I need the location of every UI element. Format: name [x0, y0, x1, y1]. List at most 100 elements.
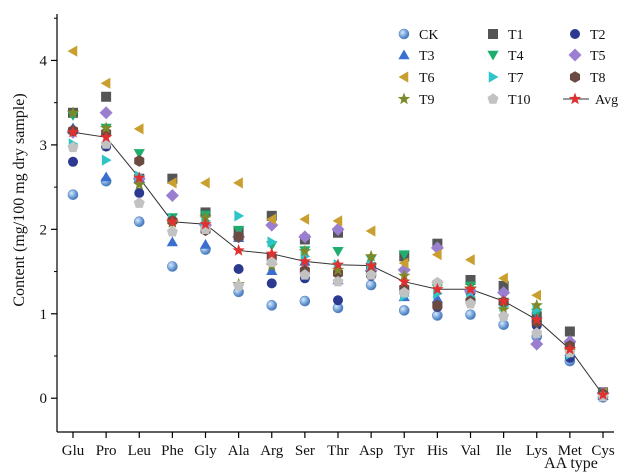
point-t6-pro [100, 77, 111, 89]
legend-marker-t9 [397, 92, 411, 105]
legend-item-avg: Avg [563, 92, 618, 108]
point-t5-ser [298, 230, 312, 244]
x-tick-label: Met [558, 443, 583, 459]
legend-item-t5: T5 [568, 48, 606, 64]
point-t10-tyr [398, 286, 410, 298]
legend-marker-t8 [569, 71, 581, 83]
point-t10-arg [266, 256, 278, 267]
x-tick-label: Phe [161, 443, 184, 459]
legend-marker-t6 [398, 71, 409, 83]
point-t10-lys [531, 327, 543, 338]
point-t4-tyr [398, 250, 410, 261]
data-points [66, 45, 610, 403]
y-tick-label: 2 [40, 222, 48, 238]
point-t10-leu [133, 197, 145, 208]
legend-item-ck: CK [398, 28, 438, 43]
point-t4-leu [133, 149, 145, 159]
point-t4-glu [67, 111, 79, 121]
point-t5-lys [530, 337, 544, 351]
point-t8-ala [233, 231, 244, 243]
point-t10-ser [299, 269, 311, 280]
point-t9-ile [497, 303, 510, 315]
y-tick-label: 3 [40, 138, 48, 154]
point-t1-met [564, 326, 575, 337]
point-avg-leu [133, 171, 146, 184]
point-t2-glu [68, 156, 78, 167]
x-tick-label: Ile [496, 443, 512, 459]
point-avg-cys [596, 388, 610, 401]
point-t10-ile [498, 310, 510, 321]
legend-item-t10: T10 [487, 93, 531, 108]
point-t3-arg [266, 265, 278, 275]
point-avg-thr [331, 258, 345, 271]
legend-item-t3: T3 [398, 49, 435, 64]
point-t6-val [465, 254, 475, 266]
legend-label-t9: T9 [419, 93, 435, 108]
x-tick-label: Glu [62, 443, 85, 459]
point-ck-val [465, 309, 476, 320]
point-t9-asp [364, 249, 378, 262]
point-t8-leu [134, 155, 145, 167]
x-tick-label: Arg [260, 443, 284, 459]
point-ck-ile [498, 319, 509, 331]
point-ck-asp [365, 279, 377, 291]
point-t7-pro [101, 154, 112, 166]
point-t7-arg [267, 236, 278, 248]
point-t6-lys [531, 289, 541, 301]
point-t6-asp [365, 225, 376, 237]
point-t10-glu [67, 141, 79, 153]
legend-label-avg: Avg [595, 93, 618, 108]
axes [56, 14, 614, 433]
point-t6-ala [233, 177, 243, 189]
point-avg-met [563, 342, 577, 355]
point-t6-ile [498, 272, 508, 284]
legend-item-t2: T2 [570, 28, 606, 43]
point-t1-pro [101, 91, 112, 102]
point-ck-ser [299, 295, 311, 307]
point-t6-phe [166, 177, 177, 189]
x-tick-label: Tyr [394, 443, 415, 459]
point-ck-arg [266, 300, 278, 311]
legend-item-t6: T6 [398, 71, 435, 86]
point-t10-phe [166, 226, 178, 237]
legend-marker-t5 [568, 48, 582, 62]
legend-label-t8: T8 [590, 71, 606, 86]
point-t10-his [431, 276, 443, 288]
x-tick-label: Lys [526, 443, 548, 459]
point-t5-thr [331, 222, 345, 236]
point-avg-gly [199, 217, 212, 230]
series-t4 [67, 111, 609, 400]
y-axis-label: Content (mg/100 mg dry sample) [11, 93, 28, 306]
series-ck [67, 175, 609, 403]
point-t2-leu [134, 188, 145, 199]
legend-label-t1: T1 [508, 28, 524, 43]
legend-label-t10: T10 [508, 93, 531, 108]
point-t2-thr [333, 295, 343, 306]
point-t6-ser [299, 213, 310, 225]
legend-item-t9: T9 [397, 92, 435, 108]
x-tick-label: His [427, 443, 448, 459]
point-avg-val [464, 282, 477, 295]
point-ck-phe [167, 261, 178, 272]
point-ck-tyr [398, 305, 410, 316]
legend-item-t7: T7 [488, 71, 524, 86]
x-tick-label: Cys [591, 443, 615, 459]
point-t2-ala [233, 264, 244, 275]
point-t9-tyr [398, 269, 411, 282]
point-t9-pro [99, 121, 113, 134]
point-t4-thr [332, 247, 344, 257]
legend-marker-t1 [488, 29, 498, 39]
legend-marker-ck [398, 28, 410, 40]
point-t8-his [432, 299, 443, 312]
x-axis-label: AA type [544, 455, 598, 472]
point-avg-lys [530, 313, 543, 325]
legend-label-t7: T7 [508, 71, 524, 86]
point-t2-arg [266, 278, 277, 289]
legend-item-t8: T8 [569, 71, 606, 86]
point-avg-arg [265, 247, 278, 260]
x-tick-label: Leu [128, 443, 152, 459]
x-tick-label: Ala [228, 443, 250, 459]
legend-label-t5: T5 [590, 49, 606, 64]
x-tick-label: Val [461, 443, 481, 459]
